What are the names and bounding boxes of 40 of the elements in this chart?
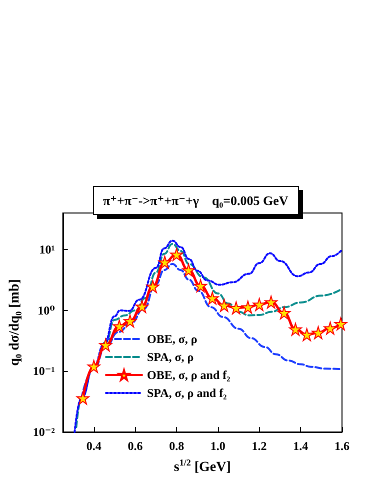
- legend-label: OBE, σ, ρ: [147, 332, 198, 346]
- point: [146, 280, 160, 294]
- point: [241, 300, 254, 314]
- point: [76, 392, 90, 405]
- x-tick-label: 0.6: [128, 439, 143, 453]
- point: [170, 248, 184, 262]
- point: [300, 328, 314, 342]
- point: [158, 256, 172, 269]
- y-axis-title: q₀ dσ/dq₀ [mb]: [8, 279, 22, 366]
- y-tick-label: 10⁻¹: [32, 364, 56, 378]
- point: [112, 320, 126, 333]
- legend-label: SPA, σ, ρ and f₂: [147, 386, 228, 400]
- point: [218, 298, 231, 312]
- x-tick-label: 0.8: [169, 439, 184, 453]
- point: [288, 322, 302, 336]
- point: [278, 306, 291, 320]
- y-tick-label: 10¹: [39, 242, 56, 257]
- point: [334, 317, 348, 330]
- x-tick-label: 1.2: [252, 439, 267, 453]
- point: [87, 360, 100, 373]
- x-tick-label: 1.4: [293, 439, 308, 453]
- point: [136, 300, 149, 313]
- point: [182, 264, 196, 277]
- point: [264, 296, 278, 309]
- point: [312, 326, 325, 340]
- legend-label: OBE, σ, ρ and f₂: [147, 368, 231, 382]
- x-tick-label: 0.4: [86, 439, 102, 453]
- point: [194, 279, 208, 292]
- point: [124, 314, 137, 328]
- chart-title: π⁺+π⁻->π⁺+π⁻+γ q₀=0.005 GeV: [103, 193, 289, 208]
- point: [252, 298, 266, 312]
- x-tick-label: 1.0: [210, 439, 226, 453]
- point: [99, 338, 112, 352]
- y-tick-label: 10⁰: [38, 303, 55, 318]
- point: [324, 322, 337, 335]
- point: [206, 292, 219, 305]
- x-tick-label: 1.6: [334, 439, 350, 453]
- point: [230, 301, 243, 314]
- y-tick-label: 10⁻²: [32, 425, 56, 439]
- legend-label: SPA, σ, ρ: [147, 350, 194, 364]
